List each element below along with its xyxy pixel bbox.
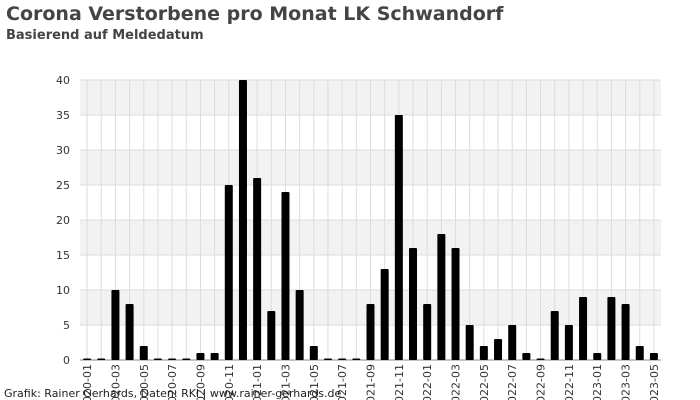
bar xyxy=(494,339,503,360)
bar xyxy=(451,248,460,360)
bar xyxy=(111,290,120,360)
bar xyxy=(423,304,432,360)
bar xyxy=(437,234,446,360)
bar xyxy=(295,290,304,360)
x-tick-label: 2021-01 xyxy=(251,364,264,400)
bar xyxy=(522,353,531,360)
bar xyxy=(593,353,602,360)
bar xyxy=(196,353,205,360)
bar xyxy=(564,325,573,360)
x-tick-label: 2020-01 xyxy=(81,364,94,400)
x-tick-label: 2022-09 xyxy=(535,364,548,400)
y-tick-label: 40 xyxy=(56,74,70,87)
y-tick-label: 20 xyxy=(56,214,70,227)
y-tick-label: 15 xyxy=(56,249,70,262)
bar xyxy=(253,178,262,360)
x-tick-label: 2020-03 xyxy=(109,364,122,400)
x-tick-label: 2023-05 xyxy=(648,364,661,400)
bar xyxy=(409,248,418,360)
x-tick-label: 2021-07 xyxy=(336,364,349,400)
bar xyxy=(224,185,233,360)
y-tick-label: 30 xyxy=(56,144,70,157)
y-tick-label: 35 xyxy=(56,109,70,122)
chart-subtitle: Basierend auf Meldedatum xyxy=(6,28,204,43)
bar xyxy=(210,353,219,360)
bar xyxy=(621,304,630,360)
chart-title: Corona Verstorbene pro Monat LK Schwando… xyxy=(6,3,504,25)
y-tick-label: 0 xyxy=(63,354,70,367)
bar xyxy=(125,304,134,360)
bar xyxy=(97,358,106,360)
bar xyxy=(182,358,191,360)
x-tick-label: 2022-01 xyxy=(421,364,434,400)
y-tick-label: 25 xyxy=(56,179,70,192)
bar xyxy=(607,297,616,360)
bar xyxy=(380,269,389,360)
bar xyxy=(352,358,361,360)
x-tick-label: 2023-01 xyxy=(591,364,604,400)
x-tick-label: 2020-05 xyxy=(138,364,151,400)
x-tick-label: 2020-09 xyxy=(194,364,207,400)
bar xyxy=(649,353,658,360)
footer: Grafik: Rainer Gerhards, Daten: RKI | ww… xyxy=(4,387,342,400)
x-tick-label: 2020-11 xyxy=(223,364,236,400)
bar xyxy=(83,358,92,360)
bar xyxy=(139,346,148,360)
y-tick-label: 5 xyxy=(63,319,70,332)
bar xyxy=(465,325,474,360)
bar xyxy=(635,346,644,360)
bar xyxy=(281,192,290,360)
bar xyxy=(323,358,332,360)
x-tick-label: 2022-05 xyxy=(478,364,491,400)
x-tick-label: 2023-03 xyxy=(620,364,633,400)
bar xyxy=(366,304,375,360)
bar xyxy=(579,297,588,360)
bar xyxy=(394,115,403,360)
x-tick-label: 2022-03 xyxy=(450,364,463,400)
bar xyxy=(309,346,318,360)
x-tick-label: 2021-09 xyxy=(365,364,378,400)
x-tick-label: 2022-11 xyxy=(563,364,576,400)
x-tick-label: 2021-05 xyxy=(308,364,321,400)
x-tick-label: 2020-07 xyxy=(166,364,179,400)
bar xyxy=(267,311,276,360)
x-tick-label: 2022-07 xyxy=(506,364,519,400)
x-tick-label: 2021-03 xyxy=(279,364,292,400)
y-tick-label: 10 xyxy=(56,284,70,297)
bar xyxy=(536,358,545,360)
bar xyxy=(153,358,162,360)
bar xyxy=(479,346,488,360)
bar xyxy=(508,325,517,360)
bar xyxy=(168,358,177,360)
x-tick-label: 2021-11 xyxy=(393,364,406,400)
bar xyxy=(338,358,347,360)
bar xyxy=(550,311,559,360)
bar xyxy=(238,80,247,360)
